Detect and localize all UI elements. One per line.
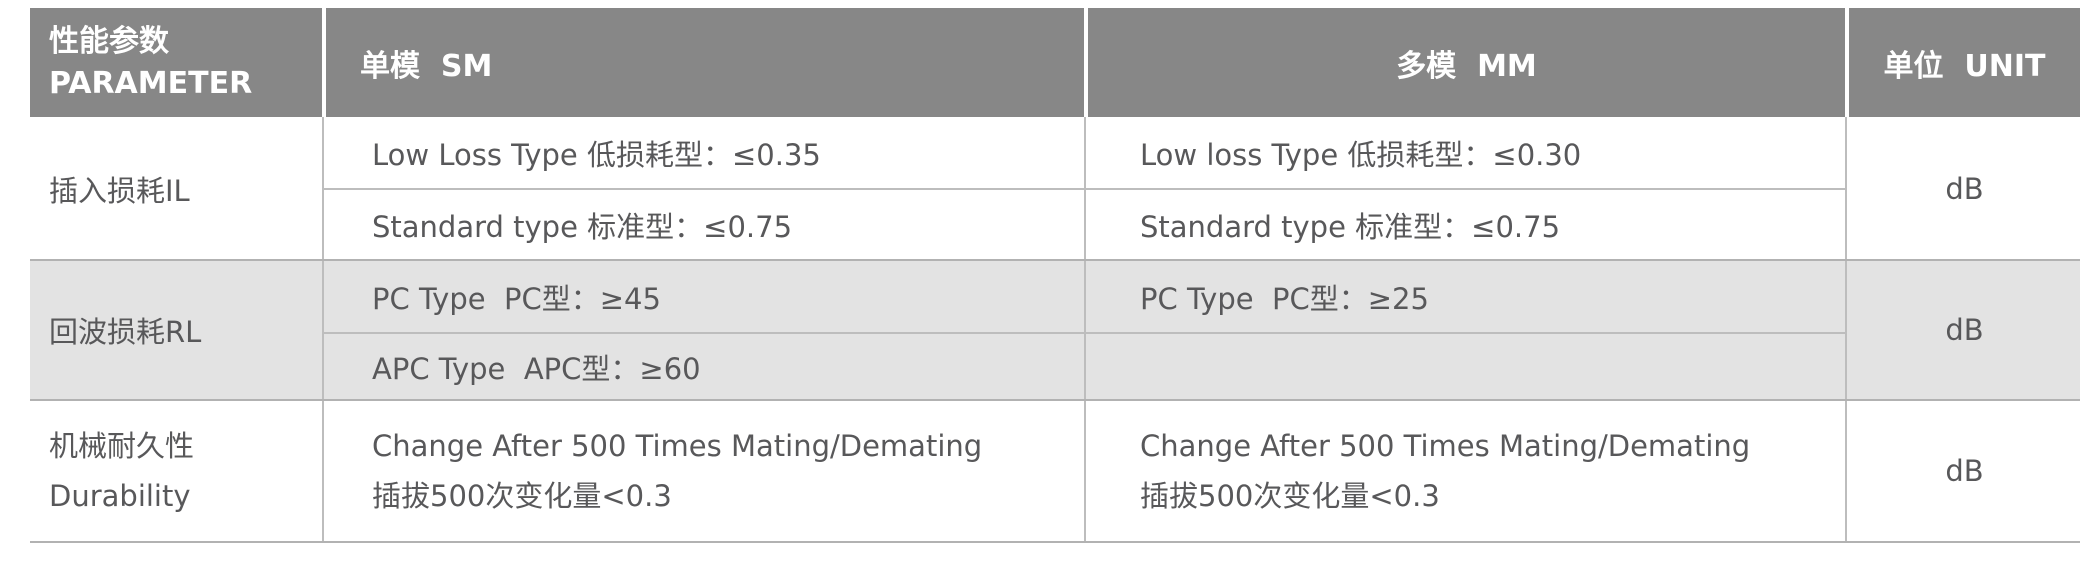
row-divider-rl-durability — [30, 399, 2080, 401]
header-unit-label: 单位 UNIT — [1883, 48, 2046, 84]
cell-il-standard-mm: Standard type 标准型：≤0.75 — [1140, 209, 1561, 244]
cell-unit-durability: dB — [1945, 454, 1984, 488]
header-cell-unit: 单位 UNIT — [1849, 8, 2080, 117]
row-label-durability: 机械耐久性 Durability — [49, 400, 194, 542]
row-divider-il-sub — [322, 188, 1845, 190]
row-divider-rl-sub — [322, 332, 1845, 334]
row-label-return-loss: 回波损耗RL — [49, 315, 202, 349]
header-parameter-zh: 性能参数 — [49, 23, 169, 59]
table-bottom-border — [30, 541, 2080, 543]
cell-unit-insertion-loss: dB — [1945, 171, 1984, 206]
cell-durability-sm: Change After 500 Times Mating/Demating 插… — [372, 429, 983, 513]
cell-rl-pc-mm: PC Type PC型：≥25 — [1140, 281, 1429, 316]
row-label-insertion-loss: 插入损耗IL — [49, 173, 190, 208]
cell-rl-pc-sm: PC Type PC型：≥45 — [372, 281, 661, 316]
column-divider-mm-unit — [1845, 117, 1847, 543]
row-divider-il-rl — [30, 259, 2080, 261]
durability-label-en: Durability — [49, 479, 191, 513]
header-cell-sm: 单模 SM — [326, 8, 1084, 117]
cell-il-standard-sm: Standard type 标准型：≤0.75 — [372, 209, 793, 244]
cell-unit-return-loss: dB — [1945, 313, 1984, 347]
header-sm-label: 单模 SM — [360, 48, 493, 84]
header-mm-label: 多模 MM — [1396, 48, 1537, 84]
header-parameter-en: PARAMETER — [49, 65, 253, 101]
column-divider-parameter-sm — [322, 117, 324, 543]
column-divider-sm-mm — [1084, 117, 1086, 543]
cell-il-lowloss-sm: Low Loss Type 低损耗型：≤0.35 — [372, 138, 821, 172]
cell-durability-mm: Change After 500 Times Mating/Demating 插… — [1140, 429, 1751, 513]
header-cell-parameter: 性能参数 PARAMETER — [30, 8, 322, 117]
cell-il-lowloss-mm: Low loss Type 低损耗型：≤0.30 — [1140, 138, 1582, 172]
cell-rl-apc-sm: APC Type APC型：≥60 — [372, 351, 701, 386]
return-loss-row-highlight — [30, 260, 2080, 400]
header-cell-mm: 多模 MM — [1088, 8, 1845, 117]
durability-label-zh: 机械耐久性 — [49, 429, 195, 463]
